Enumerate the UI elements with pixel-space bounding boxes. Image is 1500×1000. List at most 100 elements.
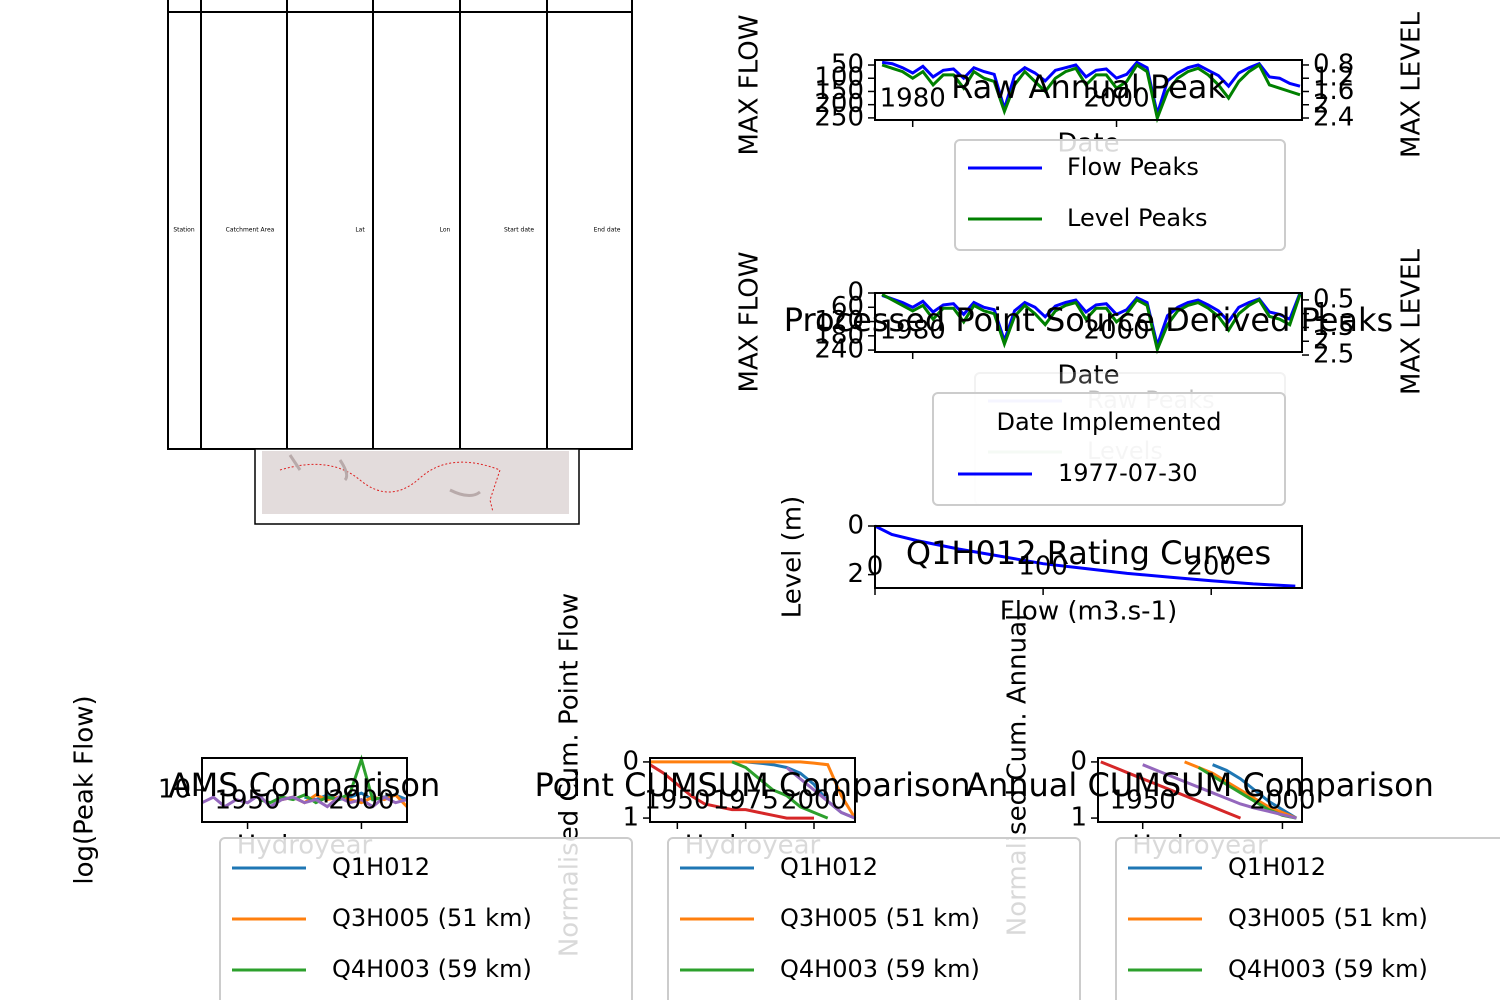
table-header: Start date <box>504 227 534 234</box>
axes-frame <box>1097 757 1303 823</box>
y-axis-label: MAX FLOW <box>735 15 765 156</box>
series-line <box>1212 763 1298 820</box>
series-line <box>201 793 408 809</box>
axes-frame <box>874 292 1303 353</box>
x-tick-label: 2000 <box>1083 316 1149 346</box>
x-tick-label: 2000 <box>1083 84 1149 114</box>
y-axis-label: MAX FLOW <box>735 252 765 393</box>
legend: Flow Peaks Level Peaks <box>954 139 1286 251</box>
y2-tick-label: 2 <box>1313 326 1330 356</box>
legend-label: Q1H012 <box>780 853 878 881</box>
series-line <box>874 524 1296 588</box>
axes-frame <box>874 525 1303 589</box>
series-line <box>881 62 1301 124</box>
chart-title: Point CUMSUM Comparison <box>534 766 970 804</box>
y-axis-label: log(Peak Flow) <box>70 695 100 884</box>
series-line <box>881 60 1301 120</box>
table-frame <box>167 0 633 450</box>
x-tick-label: 1980 <box>880 316 946 346</box>
table-header: Catchment Area <box>226 227 275 234</box>
legend-label: Q3H005 (51 km) <box>332 904 532 932</box>
legend-frame <box>667 837 1081 1000</box>
series-line <box>881 293 1302 355</box>
legend-label: Level Peaks <box>1067 204 1207 232</box>
y-tick-label: 120 <box>814 306 864 336</box>
y-axis-label: Level (m) <box>778 496 808 619</box>
y-tick-label: 1 <box>622 803 639 833</box>
y2-axis-label: MAX LEVEL <box>1397 249 1427 395</box>
y-tick-label: 240 <box>814 335 864 365</box>
legend-frame <box>932 392 1286 506</box>
y2-tick-label: 2.4 <box>1313 103 1354 133</box>
chart-title: Q1H012 Rating Curves <box>906 534 1271 572</box>
x-tick-label: 0 <box>867 552 884 582</box>
y-tick-label: 0 <box>622 746 639 776</box>
legend-title: Date Implemented <box>997 408 1222 436</box>
legend-label: Q3H005 (51 km) <box>780 904 980 932</box>
plot-area <box>875 293 1302 352</box>
plot-area <box>875 526 1302 588</box>
legend-label: 1977-07-30 <box>1058 459 1197 487</box>
x-tick-label: 1950 <box>644 786 710 816</box>
x-tick-label: 2000 <box>1249 786 1315 816</box>
series-line <box>731 760 829 820</box>
series-line <box>649 763 814 820</box>
y-tick-label: 150 <box>814 76 864 106</box>
x-tick-label: 2000 <box>781 786 847 816</box>
y2-tick-label: 2.5 <box>1313 340 1354 370</box>
map-boundary <box>279 461 501 513</box>
chart-title: Raw Annual Peak <box>951 68 1226 106</box>
y2-axis-label: MAX LEVEL <box>1397 12 1427 158</box>
x-tick-label: 100 <box>1018 552 1068 582</box>
y-tick-label: 60 <box>831 292 864 322</box>
x-axis-label: Flow (m3.s-1) <box>1000 597 1178 627</box>
chart-title: Processed Point Source Derived Peaks <box>784 301 1393 339</box>
y2-tick-label: 0.8 <box>1313 49 1354 79</box>
legend-frame <box>219 837 633 1000</box>
legend-label: Flow Peaks <box>1067 153 1199 181</box>
implemented-legend: Date Implemented 1977-07-30 <box>932 392 1286 506</box>
x-tick-label: 2000 <box>328 786 394 816</box>
station-table: Station Catchment Area Lat Lon Start dat… <box>167 0 633 450</box>
map-terrain <box>288 454 481 497</box>
y2-tick-label: 2 <box>1313 89 1330 119</box>
y2-tick-label: 0.5 <box>1313 284 1354 314</box>
y-tick-label: 50 <box>831 50 864 80</box>
legend-label: Q3H005 (51 km) <box>1228 904 1428 932</box>
y-tick-label: 180 <box>814 320 864 350</box>
y-tick-label: 10 <box>158 775 191 805</box>
legend-label: Q1H012 <box>1228 853 1326 881</box>
x-tick-label: 1950 <box>1110 786 1176 816</box>
y-tick-label: 250 <box>814 102 864 132</box>
y-tick-label: 200 <box>814 89 864 119</box>
y-tick-label: 100 <box>814 63 864 93</box>
series-line <box>881 292 1302 351</box>
y-tick-label: 0 <box>847 511 864 541</box>
y-tick-label: 2 <box>847 559 864 589</box>
table-header: End date <box>594 227 621 234</box>
x-tick-label: 1980 <box>880 84 946 114</box>
legend-label: Q4H003 (59 km) <box>780 955 980 983</box>
x-tick-label: 1950 <box>214 786 280 816</box>
map <box>254 448 580 525</box>
x-tick-label: 1975 <box>713 786 779 816</box>
y2-tick-label: 1.2 <box>1313 63 1354 93</box>
chart-title: Annual CUMSUM Comparison <box>966 766 1434 804</box>
y2-tick-label: 1 <box>1313 298 1330 328</box>
legend-frame <box>1115 837 1500 1000</box>
legend: Q1H012 Q3H005 (51 km) Q4H003 (59 km) <box>667 837 1081 1000</box>
y-tick-label: 1 <box>1070 803 1087 833</box>
series-line <box>1142 763 1297 820</box>
series-line <box>258 754 385 805</box>
chart-title: AMS Comparison <box>169 766 441 804</box>
table-header: Lat <box>355 227 365 234</box>
x-tick-label: 200 <box>1186 552 1236 582</box>
series-line <box>1100 760 1242 820</box>
axes-frame <box>649 757 856 823</box>
